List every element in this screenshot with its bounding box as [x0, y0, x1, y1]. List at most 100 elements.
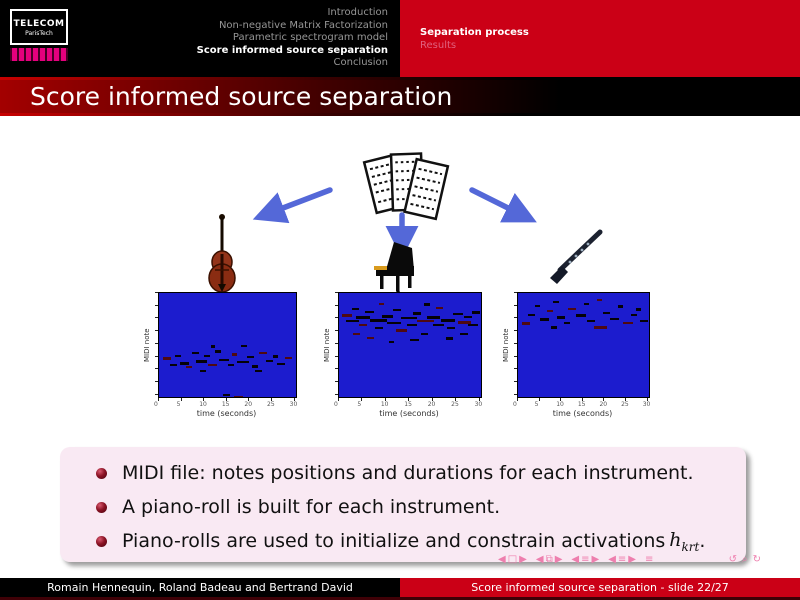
- y-tick: [514, 342, 517, 344]
- note-dash: [630, 313, 638, 316]
- nav-subsection-1[interactable]: Separation process: [420, 27, 529, 38]
- plot-y-axis: [334, 292, 338, 396]
- piano-roll-plot-clarinet: MIDI note 0 5 10 15 20 25 30 time (seconds): [499, 292, 679, 418]
- bullet-block: MIDI file: notes positions and durations…: [60, 447, 746, 562]
- frame-group-nav-sym-3[interactable]: ▶: [554, 554, 563, 565]
- x-tick: 5: [177, 398, 182, 408]
- y-tick: [514, 381, 517, 383]
- logo-box: TELECOM ParisTech: [10, 9, 68, 45]
- x-tick: 25: [621, 398, 629, 408]
- x-tick: 25: [451, 398, 459, 408]
- note-dash: [435, 306, 443, 309]
- logo-line1: TELECOM: [13, 19, 65, 29]
- nav-section-1[interactable]: Introduction: [327, 7, 388, 18]
- history-search-nav-sym-1[interactable]: ↺: [728, 554, 740, 565]
- y-tick: [335, 393, 338, 395]
- history-search-nav: ↺ ⌕ ↻: [729, 554, 764, 565]
- plot-canvas: [338, 292, 482, 398]
- x-tick: 5: [357, 398, 363, 408]
- note-dash: [546, 309, 554, 312]
- x-tick: 0: [513, 398, 518, 408]
- x-tick: 25: [267, 398, 275, 408]
- note-dash: [358, 324, 368, 327]
- y-tick: [335, 381, 338, 383]
- note-dash: [550, 326, 558, 330]
- section-nav-sym-3[interactable]: ▶: [628, 554, 636, 565]
- note-dash: [272, 355, 279, 359]
- note-dash: [622, 322, 634, 325]
- y-tick: [155, 368, 158, 370]
- y-tick: [155, 393, 158, 395]
- note-dash: [370, 319, 388, 322]
- header-section-nav: Introduction Non-negative Matrix Factoriz…: [197, 7, 388, 70]
- y-tick: [335, 355, 338, 357]
- nav-subsection-2[interactable]: Results: [420, 40, 457, 51]
- note-dash: [285, 357, 292, 360]
- note-dash: [341, 313, 352, 317]
- note-dash: [441, 319, 456, 322]
- note-dash: [351, 307, 359, 310]
- frame-group-nav-sym-1[interactable]: ◀: [535, 554, 544, 565]
- section-nav-sym-1[interactable]: ◀: [608, 554, 616, 565]
- note-dash: [459, 332, 469, 335]
- appendix-nav-sym-1[interactable]: ≡: [645, 554, 654, 565]
- nav-section-4[interactable]: Score informed source separation: [196, 44, 388, 56]
- bullet-item-3: Piano-rolls are used to initialize and c…: [96, 524, 736, 558]
- note-dash: [395, 329, 408, 333]
- subsection-nav-sym-3[interactable]: ▶: [591, 554, 600, 565]
- separation-arrows-image: [252, 187, 537, 259]
- note-dash: [200, 369, 206, 372]
- footer-bottom-rule: [0, 597, 800, 600]
- plot-x-axis: 0 5 10 15 20 25 30: [513, 398, 650, 408]
- note-dash: [446, 327, 456, 330]
- note-dash: [535, 305, 541, 308]
- y-tick: [514, 330, 517, 332]
- subsection-nav-sym-1[interactable]: ◀: [571, 554, 580, 565]
- sheet-music-image: [362, 152, 450, 221]
- subsection-nav-sym-2[interactable]: ≡: [581, 554, 590, 565]
- section-nav-sym-2[interactable]: ≡: [617, 554, 627, 565]
- note-dash: [417, 320, 435, 323]
- y-tick: [155, 304, 158, 306]
- ball-bullet-icon: [96, 535, 107, 547]
- note-dash: [553, 301, 559, 304]
- bullet-text: MIDI file: notes positions and durations…: [122, 462, 694, 484]
- ball-bullet-icon: [96, 501, 107, 513]
- note-dash: [463, 315, 473, 318]
- plot-xlabel: time (seconds): [552, 409, 613, 418]
- note-dash: [563, 322, 571, 325]
- history-search-nav-sym-3[interactable]: ↻: [752, 554, 764, 565]
- x-tick: 0: [154, 398, 159, 408]
- plot-ylabel: MIDI note: [502, 328, 510, 362]
- note-dash: [208, 363, 217, 366]
- note-dash: [353, 332, 361, 335]
- note-dash: [163, 357, 172, 361]
- note-dash: [603, 311, 610, 314]
- nav-section-2[interactable]: Non-negative Matrix Factorization: [218, 19, 388, 31]
- y-tick: [155, 355, 158, 357]
- frame-nav-sym-3[interactable]: ▶: [519, 554, 527, 565]
- y-tick: [335, 342, 338, 344]
- x-tick: 10: [556, 398, 564, 408]
- note-dash: [381, 314, 393, 318]
- note-dash: [195, 359, 207, 363]
- note-dash: [254, 369, 262, 372]
- math-activation-symbol: hkrt: [669, 528, 700, 554]
- y-tick: [335, 304, 338, 306]
- footer: Romain Hennequin, Roland Badeau and Bert…: [0, 578, 800, 597]
- frame-nav-sym-1[interactable]: ◀: [498, 554, 506, 565]
- frame-group-nav-sym-2[interactable]: ⧉: [545, 554, 553, 565]
- nav-section-3[interactable]: Parametric spectrogram model: [232, 32, 388, 44]
- plot-ylabel: MIDI note: [143, 328, 151, 362]
- note-dash: [387, 322, 402, 325]
- note-dash: [356, 315, 371, 319]
- logo-magenta-band-icon: [10, 48, 68, 61]
- plot-xlabel: time (seconds): [196, 409, 257, 418]
- frame-nav-sym-2[interactable]: □: [507, 554, 518, 565]
- plot-y-axis: [154, 292, 158, 396]
- piano-roll-plot-bass: MIDI note 0 5 10 15 20 25 30 time (seconds): [140, 292, 320, 418]
- note-dash: [583, 303, 589, 306]
- y-tick: [155, 330, 158, 332]
- history-search-nav-sym-2[interactable]: ⌕: [742, 554, 751, 565]
- nav-section-5[interactable]: Conclusion: [333, 57, 389, 69]
